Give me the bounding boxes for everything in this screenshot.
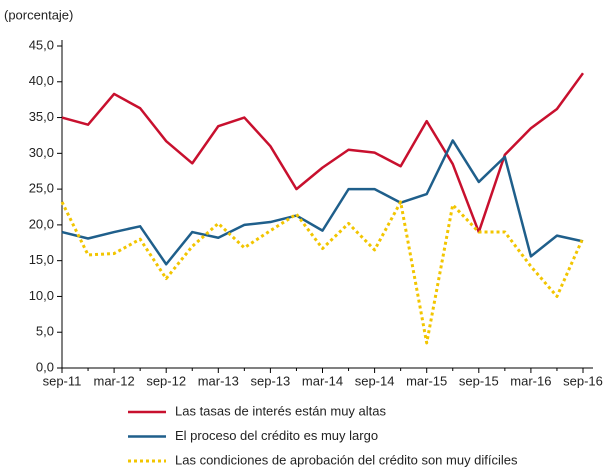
x-tick-label: sep-14 <box>355 373 395 388</box>
x-tick-label: mar-16 <box>510 373 551 388</box>
x-tick-label: sep-16 <box>563 373 603 388</box>
y-tick-label: 35,0 <box>29 109 54 124</box>
legend-label: El proceso del crédito es muy largo <box>175 428 378 443</box>
x-tick-label: mar-12 <box>94 373 135 388</box>
series-line <box>61 139 584 266</box>
y-tick-label: 20,0 <box>29 216 54 231</box>
y-tick-label: 0,0 <box>36 359 54 374</box>
y-tick-label: 15,0 <box>29 252 54 267</box>
x-tick-label: mar-14 <box>302 373 343 388</box>
y-tick-label: 30,0 <box>29 145 54 160</box>
x-tick-label: sep-11 <box>43 373 82 388</box>
legend-label: Las condiciones de aprobación del crédit… <box>175 452 518 467</box>
y-axis-label: (porcentaje) <box>4 7 73 22</box>
y-tick-label: 10,0 <box>29 288 54 303</box>
y-tick-label: 40,0 <box>29 73 54 88</box>
legend-label: Las tasas de interés están muy altas <box>175 403 387 418</box>
y-tick-label: 25,0 <box>29 181 54 196</box>
y-tick-label: 5,0 <box>36 324 54 339</box>
series-line <box>61 72 585 234</box>
x-tick-label: sep-12 <box>146 373 186 388</box>
x-tick-label: sep-13 <box>251 373 291 388</box>
y-tick-label: 45,0 <box>29 37 54 52</box>
x-tick-label: mar-15 <box>406 373 447 388</box>
x-tick-label: sep-15 <box>459 373 499 388</box>
x-tick-label: mar-13 <box>198 373 239 388</box>
series-line <box>60 200 585 345</box>
